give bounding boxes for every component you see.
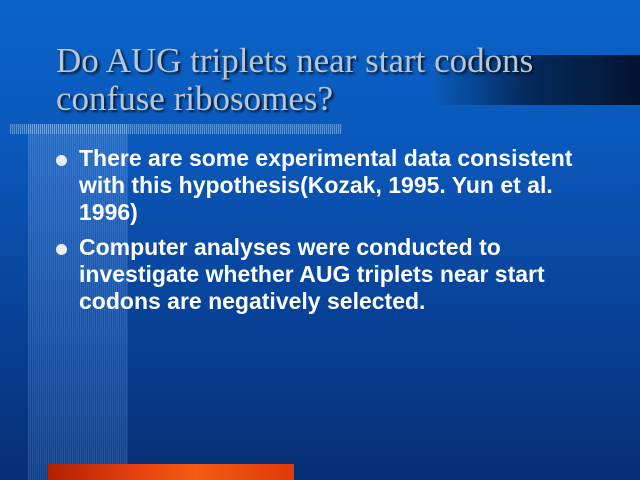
slide-title: Do AUG triplets near start codons confus… (56, 41, 534, 118)
bullet-list: There are some experimental data consist… (56, 145, 616, 323)
left-decorative-band (28, 124, 128, 480)
list-item: There are some experimental data consist… (56, 145, 616, 226)
bullet-text: There are some experimental data consist… (79, 145, 573, 225)
bottom-accent-bar (48, 464, 294, 480)
bullet-dot-icon (56, 244, 67, 255)
bullet-dot-icon (56, 155, 67, 166)
top-right-decorative-bar (432, 55, 640, 105)
bullet-text: Computer analyses were conducted to inve… (79, 234, 545, 314)
title-underline-band (10, 124, 342, 134)
list-item: Computer analyses were conducted to inve… (56, 234, 616, 315)
